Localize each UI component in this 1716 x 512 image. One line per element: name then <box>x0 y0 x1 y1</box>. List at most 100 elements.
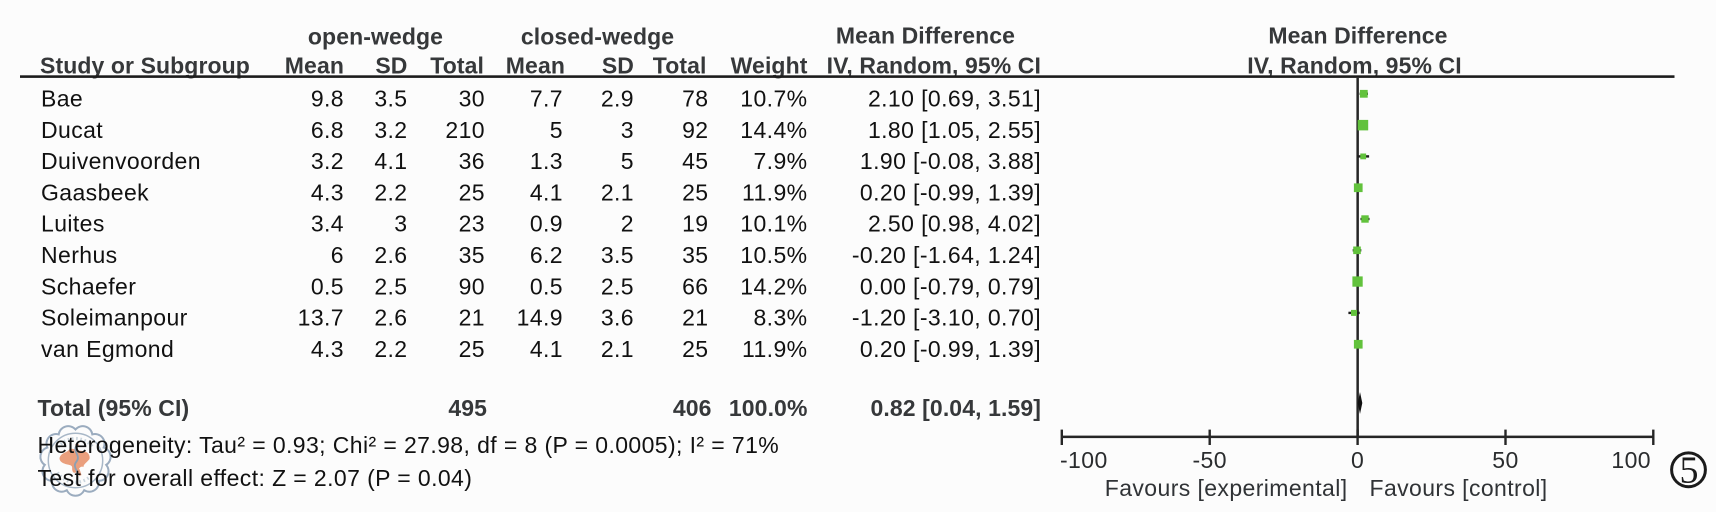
svg-text:35: 35 <box>682 242 708 268</box>
svg-text:25: 25 <box>459 336 485 362</box>
svg-text:5: 5 <box>550 117 563 143</box>
svg-text:Study or Subgroup: Study or Subgroup <box>40 53 250 79</box>
svg-text:-1.20 [-3.10, 0.70]: -1.20 [-3.10, 0.70] <box>852 305 1041 331</box>
svg-text:14.9: 14.9 <box>517 305 563 331</box>
svg-text:100.0%: 100.0% <box>729 395 808 421</box>
svg-text:SD: SD <box>602 53 634 79</box>
svg-text:Total: Total <box>653 53 707 79</box>
svg-text:1.90 [-0.08, 3.88]: 1.90 [-0.08, 3.88] <box>860 148 1041 174</box>
svg-text:3: 3 <box>621 117 634 143</box>
svg-text:4.1: 4.1 <box>530 179 563 205</box>
svg-text:-0.20 [-1.64, 1.24]: -0.20 [-1.64, 1.24] <box>852 242 1041 268</box>
svg-text:0.00 [-0.79, 0.79]: 0.00 [-0.79, 0.79] <box>860 273 1041 299</box>
svg-text:19: 19 <box>682 211 708 237</box>
svg-text:7.7: 7.7 <box>530 86 563 112</box>
svg-text:closed-wedge: closed-wedge <box>521 24 674 50</box>
svg-text:Mean: Mean <box>506 53 565 79</box>
svg-text:van Egmond: van Egmond <box>41 336 174 362</box>
svg-text:10.7%: 10.7% <box>740 86 807 112</box>
svg-text:3.5: 3.5 <box>601 242 634 268</box>
svg-text:open-wedge: open-wedge <box>308 24 443 50</box>
svg-text:0.9: 0.9 <box>530 211 563 237</box>
svg-text:30: 30 <box>459 86 485 112</box>
svg-text:Luites: Luites <box>41 211 105 237</box>
svg-text:2.50 [0.98, 4.02]: 2.50 [0.98, 4.02] <box>868 211 1041 237</box>
svg-text:Ducat: Ducat <box>41 117 103 143</box>
svg-text:13.7: 13.7 <box>298 305 344 331</box>
svg-text:36: 36 <box>459 148 485 174</box>
svg-text:0.20 [-0.99, 1.39]: 0.20 [-0.99, 1.39] <box>860 179 1041 205</box>
svg-text:406: 406 <box>673 395 712 421</box>
svg-text:Duivenvoorden: Duivenvoorden <box>41 148 201 174</box>
svg-text:2: 2 <box>621 211 634 237</box>
svg-text:1.3: 1.3 <box>530 148 563 174</box>
svg-text:3: 3 <box>394 211 407 237</box>
svg-text:50: 50 <box>1492 447 1518 473</box>
svg-text:25: 25 <box>459 179 485 205</box>
svg-text:9.8: 9.8 <box>311 86 344 112</box>
svg-text:4.1: 4.1 <box>530 336 563 362</box>
svg-text:2.5: 2.5 <box>601 273 634 299</box>
svg-text:11.9%: 11.9% <box>742 179 808 205</box>
svg-text:2.2: 2.2 <box>374 336 407 362</box>
svg-text:0.82 [0.04, 1.59]: 0.82 [0.04, 1.59] <box>871 395 1041 421</box>
svg-text:21: 21 <box>459 305 485 331</box>
svg-text:Nerhus: Nerhus <box>41 242 118 268</box>
svg-text:2.2: 2.2 <box>374 179 407 205</box>
svg-text:SD: SD <box>375 53 407 79</box>
svg-text:11.9%: 11.9% <box>742 336 808 362</box>
svg-text:8.3%: 8.3% <box>753 305 807 331</box>
svg-text:Heterogeneity: Tau² = 0.93; Ch: Heterogeneity: Tau² = 0.93; Chi² = 27.98… <box>38 432 780 458</box>
svg-text:2.6: 2.6 <box>374 242 407 268</box>
svg-text:2.10 [0.69, 3.51]: 2.10 [0.69, 3.51] <box>868 86 1041 112</box>
svg-text:6.8: 6.8 <box>311 117 344 143</box>
svg-text:2.6: 2.6 <box>374 305 407 331</box>
svg-text:Favours [experimental]: Favours [experimental] <box>1105 475 1348 501</box>
svg-text:Mean Difference: Mean Difference <box>836 23 1015 49</box>
svg-text:3.5: 3.5 <box>374 86 407 112</box>
svg-text:100: 100 <box>1611 447 1651 473</box>
svg-text:Mean: Mean <box>285 53 344 79</box>
svg-text:0.20 [-0.99, 1.39]: 0.20 [-0.99, 1.39] <box>860 336 1041 362</box>
svg-text:14.2%: 14.2% <box>740 273 807 299</box>
svg-text:2.5: 2.5 <box>374 273 407 299</box>
svg-text:Total (95% CI): Total (95% CI) <box>38 395 190 421</box>
svg-text:6.2: 6.2 <box>530 242 563 268</box>
svg-text:2.1: 2.1 <box>601 179 634 205</box>
svg-text:IV, Random, 95% CI: IV, Random, 95% CI <box>827 53 1041 79</box>
svg-text:92: 92 <box>682 117 708 143</box>
svg-text:35: 35 <box>459 242 485 268</box>
svg-text:45: 45 <box>682 148 708 174</box>
svg-text:10.1%: 10.1% <box>740 211 807 237</box>
svg-text:6: 6 <box>331 242 344 268</box>
svg-text:5: 5 <box>621 148 634 174</box>
svg-text:10.5%: 10.5% <box>740 242 807 268</box>
svg-text:Schaefer: Schaefer <box>41 273 136 299</box>
svg-text:3.2: 3.2 <box>374 117 407 143</box>
svg-text:Favours [control]: Favours [control] <box>1370 475 1548 501</box>
svg-text:7.9%: 7.9% <box>753 148 807 174</box>
svg-text:495: 495 <box>448 395 487 421</box>
svg-text:0.5: 0.5 <box>530 273 563 299</box>
svg-text:Test for overall effect: Z = 2: Test for overall effect: Z = 2.07 (P = 0… <box>38 465 473 491</box>
svg-text:23: 23 <box>459 211 485 237</box>
svg-text:Bae: Bae <box>41 86 83 112</box>
svg-text:-50: -50 <box>1192 447 1226 473</box>
svg-text:5: 5 <box>1680 450 1699 492</box>
svg-text:-100: -100 <box>1060 447 1108 473</box>
svg-text:2.1: 2.1 <box>601 336 634 362</box>
svg-text:4.3: 4.3 <box>311 336 344 362</box>
svg-text:0: 0 <box>1351 447 1364 473</box>
svg-text:4.3: 4.3 <box>311 179 344 205</box>
svg-text:Gaasbeek: Gaasbeek <box>41 179 149 205</box>
svg-text:Mean Difference: Mean Difference <box>1268 23 1447 49</box>
svg-text:1.80 [1.05, 2.55]: 1.80 [1.05, 2.55] <box>868 117 1041 143</box>
svg-text:25: 25 <box>682 336 708 362</box>
svg-text:0.5: 0.5 <box>311 273 344 299</box>
svg-text:78: 78 <box>682 86 708 112</box>
svg-text:Total: Total <box>430 53 484 79</box>
svg-text:Soleimanpour: Soleimanpour <box>41 305 188 331</box>
svg-text:3.4: 3.4 <box>311 211 344 237</box>
svg-text:90: 90 <box>459 273 485 299</box>
svg-text:4.1: 4.1 <box>374 148 407 174</box>
